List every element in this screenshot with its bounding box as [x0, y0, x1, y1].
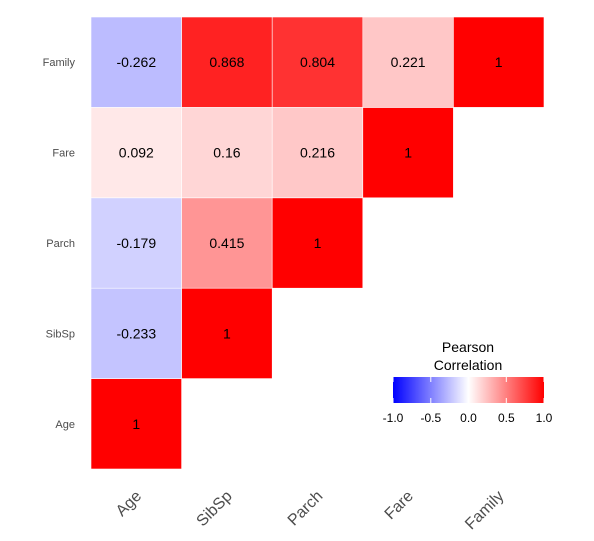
heatmap-cell-fare-fare: [362, 107, 454, 199]
cell-label-fare-family: 0.221: [391, 54, 426, 70]
cell-label-sibsp-sibsp: 1: [223, 325, 231, 341]
cell-label-parch-fare: 0.216: [300, 145, 335, 161]
cell-label-parch-family: 0.804: [300, 54, 335, 70]
x-tick-label-family: Family: [462, 488, 507, 533]
legend-tick-label-1: -0.5: [420, 411, 441, 425]
cell-label-family-family: 1: [495, 54, 503, 70]
legend-title-line-1: Pearson: [442, 339, 494, 355]
cell-label-age-age: 1: [132, 416, 140, 432]
cell-label-sibsp-parch: 0.415: [209, 235, 244, 251]
y-tick-label-family: Family: [43, 57, 76, 69]
legend-ticks: -1.0 -0.5 0.0 0.5 1.0: [383, 377, 553, 425]
heatmap-cell-labels: 1 -0.233 -0.179 0.092 -0.262 1 0.415 0.16 0.868 1…: [116, 54, 502, 432]
y-tick-label-age: Age: [55, 419, 75, 431]
y-tick-label-sibsp: SibSp: [46, 328, 75, 340]
heatmap-cell-sibsp-sibsp: [181, 287, 273, 379]
cell-label-parch-parch: 1: [314, 235, 322, 251]
cell-label-age-fare: 0.092: [119, 145, 154, 161]
x-tick-label-parch: Parch: [285, 488, 327, 530]
cell-label-age-sibsp: -0.233: [116, 325, 156, 341]
heatmap-cell-parch-parch: [271, 197, 364, 289]
x-tick-label-age: Age: [113, 488, 145, 520]
y-tick-label-fare: Fare: [52, 148, 75, 160]
x-axis-tick-labels: Age SibSp Parch Fare Family: [113, 488, 508, 533]
heatmap-cell-age-sibsp: [90, 287, 182, 379]
cell-label-fare-fare: 1: [404, 145, 412, 161]
cell-label-age-parch: -0.179: [116, 235, 156, 251]
legend-tick-label-2: 0.0: [460, 411, 477, 425]
heatmap-cell-sibsp-parch: [181, 197, 273, 289]
heatmap-cell-parch-family: [271, 16, 364, 108]
heatmap-cells: [90, 16, 545, 470]
heatmap-cell-age-fare: [90, 107, 182, 199]
heatmap-cell-age-age: [90, 378, 182, 470]
heatmap-cell-sibsp-fare: [181, 107, 273, 199]
legend-tick-label-3: 0.5: [498, 411, 515, 425]
heatmap-cell-fare-family: [362, 16, 454, 108]
cell-label-sibsp-family: 0.868: [209, 54, 244, 70]
color-legend: Pearson Correlation -1.0 -0.5 0.0 0.5 1.0: [383, 339, 553, 425]
cell-label-age-family: -0.262: [116, 54, 156, 70]
heatmap-cell-sibsp-family: [181, 16, 273, 108]
cell-label-sibsp-fare: 0.16: [213, 145, 240, 161]
legend-title-line-2: Correlation: [434, 357, 502, 373]
heatmap-cell-age-family: [90, 16, 182, 108]
y-axis-tick-labels: Age SibSp Parch Fare Family: [43, 57, 76, 431]
x-tick-label-sibsp: SibSp: [194, 488, 236, 530]
legend-tick-label-4: 1.0: [536, 411, 553, 425]
heatmap-cell-family-family: [453, 16, 545, 108]
legend-tick-label-0: -1.0: [383, 411, 404, 425]
y-tick-label-parch: Parch: [46, 238, 75, 250]
x-tick-label-fare: Fare: [382, 488, 417, 523]
